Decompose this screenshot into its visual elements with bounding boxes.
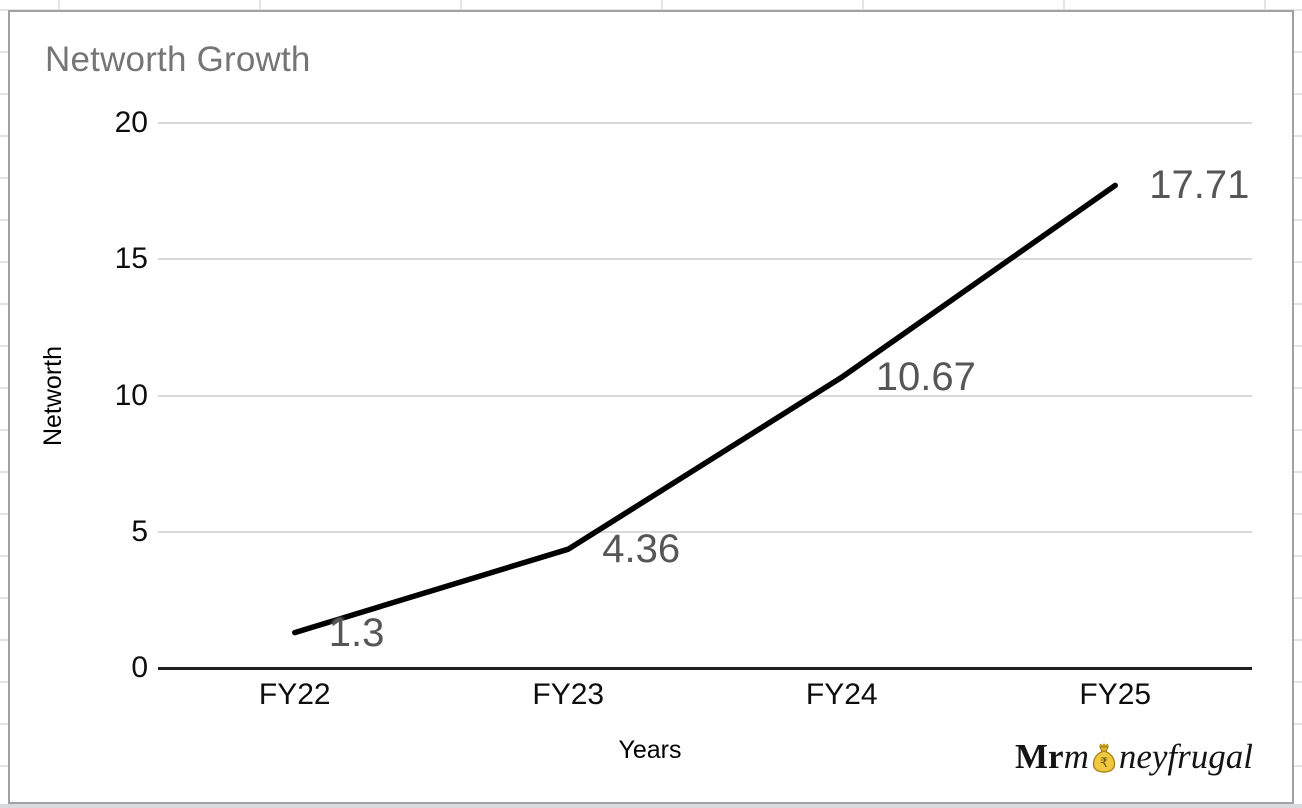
data-label: 17.71 <box>1149 163 1250 208</box>
data-label: 1.3 <box>328 610 385 655</box>
gridline <box>158 122 1252 124</box>
y-tick-label: 20 <box>114 106 148 139</box>
x-tick-label: FY22 <box>258 678 331 711</box>
logo-text-italic-rest: neyfrugal <box>1118 737 1253 776</box>
window-bottom-strip <box>0 804 1302 808</box>
y-tick-label: 5 <box>131 514 148 548</box>
x-axis-line <box>158 667 1252 670</box>
money-bag-icon: ₹ <box>1092 743 1116 773</box>
svg-text:₹: ₹ <box>1100 755 1108 770</box>
brand-logo: Mrm ₹ neyfrugal <box>1015 736 1253 778</box>
y-tick-label: 0 <box>131 651 148 684</box>
y-tick-label: 15 <box>114 242 148 276</box>
x-tick-label: FY23 <box>532 678 605 711</box>
logo-text-bold: Mr <box>1015 737 1064 776</box>
gridline <box>158 530 1252 533</box>
gridline <box>158 258 1252 261</box>
gridline <box>158 394 1252 397</box>
logo-text-italic-m: m <box>1063 737 1089 776</box>
data-label: 10.67 <box>875 355 976 400</box>
x-tick-label: FY25 <box>1079 678 1152 711</box>
chart-title: Networth Growth <box>45 40 311 79</box>
x-tick-label: FY24 <box>805 678 878 711</box>
y-tick-label: 10 <box>114 378 148 412</box>
x-axis-title: Years <box>618 736 682 764</box>
data-label: 4.36 <box>602 527 681 572</box>
